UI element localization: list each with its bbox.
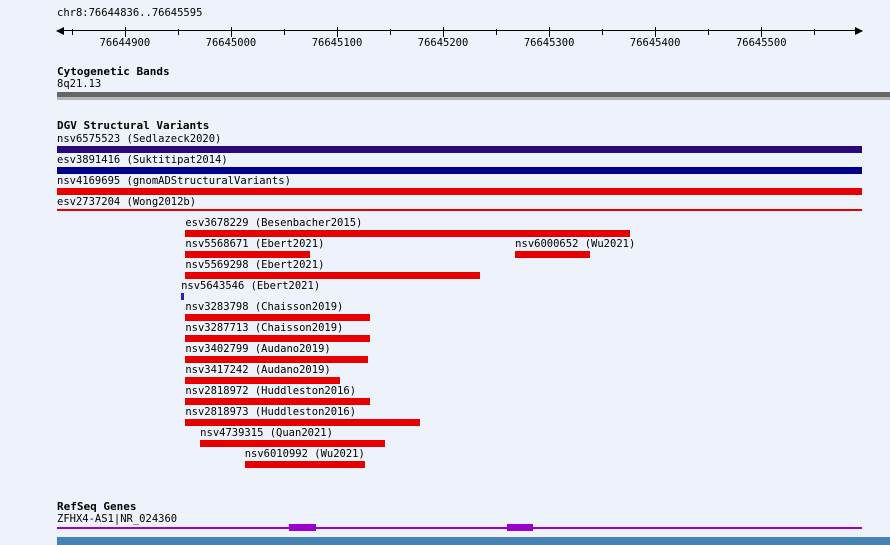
ruler-minor-tick [283, 29, 285, 35]
variant-bar[interactable] [185, 419, 420, 426]
variant-row: nsv2818972 (Huddleston2016) [57, 385, 862, 407]
refseq-section-title: RefSeq Genes [57, 500, 137, 513]
ruler-tick [549, 27, 551, 37]
variant-bar[interactable] [185, 335, 370, 342]
variant-bar[interactable] [181, 293, 185, 300]
variant-row: nsv5643546 (Ebert2021) [57, 280, 862, 302]
variant-row: nsv4739315 (Quan2021) [57, 427, 862, 449]
ruler-tick-label: 76645100 [311, 37, 363, 49]
cytoband-bar[interactable] [57, 92, 890, 100]
bottom-track-bar [57, 537, 890, 545]
refseq-gene-glyph[interactable] [57, 523, 862, 532]
ruler-tick-label: 76645400 [629, 37, 681, 49]
ruler-minor-tick [177, 29, 179, 35]
variant-label[interactable]: esv3678229 (Besenbacher2015) [185, 217, 363, 229]
ruler-tick [443, 27, 445, 37]
variant-row: nsv5569298 (Ebert2021) [57, 259, 862, 281]
variant-label[interactable]: nsv2818973 (Huddleston2016) [185, 406, 357, 418]
ruler-minor-tick [708, 29, 710, 35]
refseq-gene-label[interactable]: ZFHX4-AS1|NR_024360 [57, 513, 178, 525]
variant-row: esv3891416 (Suktitipat2014) [57, 154, 862, 176]
ruler-tick [655, 27, 657, 37]
variant-bar[interactable] [185, 398, 370, 405]
variant-bar[interactable] [185, 377, 341, 384]
variant-bar[interactable] [185, 251, 311, 258]
variant-row: nsv6575523 (Sedlazeck2020) [57, 133, 862, 155]
ruler-minor-tick [602, 29, 604, 35]
variant-bar[interactable] [185, 230, 630, 237]
variant-bar[interactable] [57, 188, 862, 195]
variant-label[interactable]: nsv5569298 (Ebert2021) [185, 259, 325, 271]
variant-label[interactable]: nsv6575523 (Sedlazeck2020) [57, 133, 222, 145]
variant-label[interactable]: nsv3402799 (Audano2019) [185, 343, 331, 355]
variant-bar[interactable] [57, 209, 862, 211]
variant-label[interactable]: esv3891416 (Suktitipat2014) [57, 154, 228, 166]
variant-label[interactable]: esv2737204 (Wong2012b) [57, 196, 197, 208]
dgv-section-title: DGV Structural Variants [57, 119, 210, 132]
ruler-left-arrow-icon [56, 26, 64, 35]
variant-row: esv2737204 (Wong2012b) [57, 196, 862, 218]
region-label: chr8:76644836..76645595 [57, 7, 203, 19]
ruler-tick-label: 76644900 [99, 37, 151, 49]
ruler-minor-tick [390, 29, 392, 35]
gene-exon[interactable] [289, 524, 316, 531]
variant-row: nsv3287713 (Chaisson2019) [57, 322, 862, 344]
variant-bar[interactable] [57, 146, 862, 153]
variant-row: nsv5568671 (Ebert2021) nsv6000652 (Wu2021… [57, 238, 862, 260]
variant-bar[interactable] [244, 461, 365, 468]
variant-label[interactable]: nsv3417242 (Audano2019) [185, 364, 331, 376]
dgv-track-rows: nsv6575523 (Sedlazeck2020) esv3891416 (Su… [57, 133, 862, 470]
ruler-minor-tick [71, 29, 73, 35]
ruler-tick [230, 27, 232, 37]
variant-label[interactable]: nsv6010992 (Wu2021) [244, 448, 365, 460]
variant-bar[interactable] [515, 251, 591, 258]
variant-label[interactable]: nsv3283798 (Chaisson2019) [185, 301, 344, 313]
variant-bar[interactable] [185, 314, 370, 321]
variant-row: nsv4169695 (gnomADStructuralVariants) [57, 175, 862, 197]
ruler-line [57, 30, 862, 31]
variant-row: nsv3402799 (Audano2019) [57, 343, 862, 365]
variant-row: nsv6010992 (Wu2021) [57, 448, 862, 470]
ruler-tick-label: 76645500 [735, 37, 787, 49]
ruler-tick-label: 76645200 [417, 37, 469, 49]
variant-bar[interactable] [200, 440, 385, 447]
variant-label[interactable]: nsv4169695 (gnomADStructuralVariants) [57, 175, 291, 187]
variant-row: nsv3283798 (Chaisson2019) [57, 301, 862, 323]
variant-row: nsv2818973 (Huddleston2016) [57, 406, 862, 428]
variant-row: nsv3417242 (Audano2019) [57, 364, 862, 386]
cytoband-section-title: Cytogenetic Bands [57, 65, 170, 78]
ruler-minor-tick [814, 29, 816, 35]
gene-exon[interactable] [506, 524, 534, 531]
variant-label[interactable]: nsv4739315 (Quan2021) [200, 427, 333, 439]
ruler-tick [124, 27, 126, 37]
ruler-tick [337, 27, 338, 37]
variant-label[interactable]: nsv5568671 (Ebert2021) [185, 238, 325, 250]
variant-label[interactable]: nsv2818972 (Huddleston2016) [185, 385, 357, 397]
variant-row: esv3678229 (Besenbacher2015) [57, 217, 862, 239]
ruler-minor-tick [496, 29, 498, 35]
variant-label[interactable]: nsv5643546 (Ebert2021) [181, 280, 321, 292]
gene-line [57, 527, 862, 529]
variant-label[interactable]: nsv6000652 (Wu2021) [515, 238, 636, 250]
ruler-tick-label: 76645300 [523, 37, 575, 49]
ruler[interactable]: 76644900 76645000 76645100 76645200 76645300… [56, 24, 863, 52]
variant-bar[interactable] [185, 272, 481, 279]
cytoband-label: 8q21.13 [57, 78, 102, 90]
ruler-tick-label: 76645000 [205, 37, 257, 49]
ruler-right-arrow-icon [855, 26, 863, 35]
variant-bar[interactable] [185, 356, 368, 363]
variant-bar[interactable] [57, 167, 862, 174]
ruler-tick [761, 27, 763, 37]
variant-label[interactable]: nsv3287713 (Chaisson2019) [185, 322, 344, 334]
